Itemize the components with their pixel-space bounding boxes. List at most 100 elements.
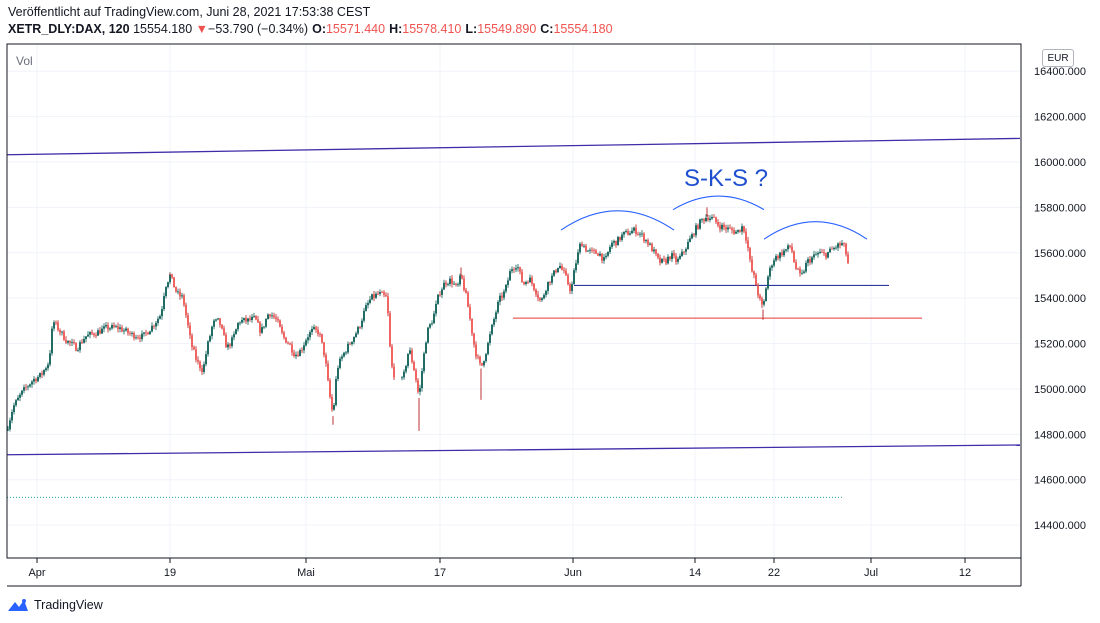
candle-body [97,330,99,336]
candle-body [469,306,471,319]
candle-body [809,259,811,263]
price-tick-label: 14600.000 [1034,475,1086,487]
candle-body [419,388,421,392]
candle-body [191,335,193,347]
time-tick-label: 17 [434,567,446,579]
candle-body [571,284,573,292]
candle-body [843,243,845,244]
candle-body [169,274,171,283]
candle-body [71,342,73,343]
candle-body [115,326,117,327]
right-shoulder-arc[interactable] [763,221,868,240]
candle-body [685,249,687,252]
candle-body [343,352,345,357]
price-tick-label: 14800.000 [1034,429,1086,441]
candle-body [337,367,339,380]
left-shoulder-arc[interactable] [560,210,675,231]
candle-body [89,332,91,335]
candle-body [763,301,765,305]
candle-body [197,359,199,362]
candle-body [229,344,231,347]
candle-body [625,230,627,232]
candle-body [771,265,773,268]
pattern-arcs [560,195,868,240]
candle-body [653,249,655,252]
high-label: H: [389,22,403,36]
candle-body [147,332,149,335]
candle-body [369,299,371,303]
candle-body [223,328,225,335]
candle-body [721,224,723,230]
candle-body [279,320,281,327]
candle-body [579,243,581,253]
candle-body [301,350,303,351]
candle-body [377,293,379,295]
candle-body [29,384,31,387]
candle-body [83,339,85,343]
candle-body [705,217,707,222]
candle-body [677,258,679,262]
candle-body [539,298,541,301]
tradingview-branding: TradingView [7,596,103,614]
candle-body [841,243,843,246]
price-tick-label: 16200.000 [1034,112,1086,124]
candle-body [607,251,609,256]
candle-body [299,350,301,356]
candle-body [351,341,353,345]
candle-body [269,314,271,317]
candle-body [789,245,791,247]
price-tick-label: 14400.000 [1034,520,1086,532]
candle-body [637,234,639,235]
candle-body [93,333,95,336]
candle-body [807,259,809,263]
candle-body [823,252,825,254]
candle-body [623,231,625,235]
candle-body [19,394,21,398]
candle-body [23,387,25,391]
candle-body [409,350,411,354]
currency-badge[interactable]: EUR [1042,49,1074,67]
candle-body [551,275,553,283]
candle-body [617,237,619,246]
candle-body [581,243,583,247]
candle-body [403,371,405,378]
time-axis[interactable]: Apr 19 Mai 17 Jun 14 22 Jul 12 [28,558,971,579]
candle-body [613,241,615,243]
candle-body [297,354,299,356]
candle-body [159,316,161,319]
candle-body [211,326,213,337]
chart-header: Veröffentlicht auf TradingView.com, Juni… [8,4,1088,38]
upper-channel-line[interactable] [6,137,1021,156]
candle-body [287,342,289,344]
price-tick-label: 15400.000 [1034,293,1086,305]
candle-body [783,250,785,256]
time-tick-label: Mai [297,567,315,579]
close-value: 15554.180 [553,22,613,36]
price-tick-label: 15600.000 [1034,248,1086,260]
candle-body [703,219,705,222]
candle-body [199,361,201,369]
candle-body [797,268,799,270]
volume-label: Vol [16,54,33,68]
candle-body [413,361,415,371]
lower-channel-line[interactable] [6,444,1021,456]
head-arc[interactable] [672,195,765,211]
candle-body [639,233,641,235]
candle-body [209,336,211,342]
price-axis[interactable]: 16400.000 16200.000 16000.000 15800.000 1560… [1034,66,1086,532]
candle-body [593,249,595,251]
candle-body [567,275,569,285]
candle-body [839,243,841,246]
candle-body [769,267,771,277]
candle-body [129,333,131,334]
candle-body [17,397,19,401]
candle-body [575,263,577,271]
candle-body [691,234,693,239]
candle-body [509,271,511,281]
candle-body [207,341,209,355]
candle-body [629,233,631,235]
candle-body [661,258,663,263]
candle-body [487,342,489,355]
candle-body [537,294,539,299]
